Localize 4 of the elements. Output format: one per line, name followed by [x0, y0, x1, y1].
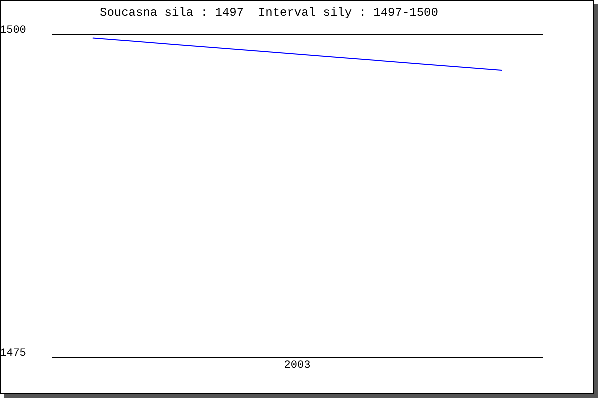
x-axis-title: 2003	[284, 360, 311, 372]
y-tick-label: 1475	[0, 348, 26, 360]
y-tick-label: 1500	[0, 24, 26, 37]
chart-title: Soucasna sila : 1497 Interval sily : 1497-1500	[100, 6, 438, 20]
